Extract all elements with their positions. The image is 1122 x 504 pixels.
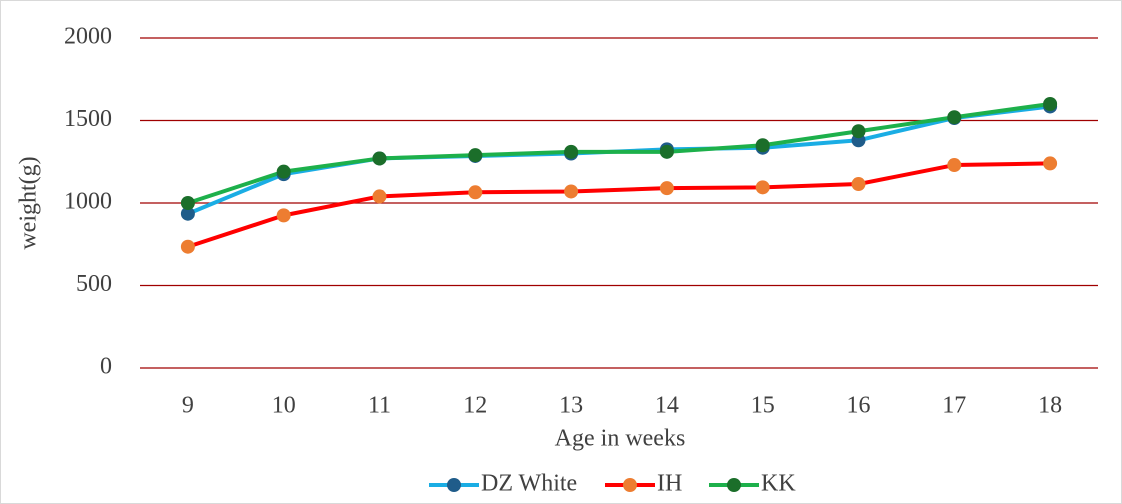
data-point — [755, 138, 770, 153]
x-tick-label: 14 — [655, 393, 679, 419]
data-point — [1043, 97, 1058, 111]
y-tick-label: 2000 — [64, 24, 112, 50]
x-tick-label: 11 — [368, 393, 391, 419]
x-tick-label: 16 — [847, 393, 871, 419]
x-tick-label: 13 — [559, 393, 583, 419]
data-point — [659, 181, 674, 196]
x-tick-label: 17 — [942, 393, 966, 419]
legend-marker — [623, 478, 637, 492]
data-point — [180, 239, 195, 254]
y-tick-label: 0 — [100, 354, 112, 380]
data-point — [564, 144, 579, 159]
data-point — [851, 124, 866, 139]
data-point — [276, 164, 291, 179]
legend-label: KK — [761, 471, 796, 497]
data-point — [180, 196, 195, 210]
data-point — [564, 184, 579, 199]
y-tick-label: 500 — [76, 271, 112, 297]
data-point — [372, 189, 387, 204]
x-tick-label: 12 — [463, 393, 487, 419]
x-tick-label: 18 — [1038, 393, 1062, 419]
data-point — [659, 144, 674, 159]
data-point — [276, 208, 291, 223]
y-tick-label: 1500 — [64, 106, 112, 132]
data-point — [468, 148, 483, 163]
data-point — [851, 177, 866, 192]
y-axis-title: weight(g) — [16, 156, 42, 249]
data-point — [468, 185, 483, 200]
x-axis-title: Age in weeks — [555, 426, 686, 452]
data-point — [947, 158, 962, 173]
legend-label: DZ White — [481, 471, 577, 497]
legend-marker — [447, 478, 461, 492]
series-line — [187, 161, 1051, 249]
x-tick-label: 15 — [751, 393, 775, 419]
data-point — [180, 206, 195, 221]
legend-marker — [727, 478, 741, 492]
x-tick-label: 10 — [272, 393, 296, 419]
data-point — [372, 151, 387, 166]
y-tick-label: 1000 — [64, 189, 112, 215]
series-line — [187, 102, 1051, 205]
data-point — [947, 110, 962, 125]
data-point — [1043, 156, 1058, 171]
data-point — [755, 180, 770, 195]
x-tick-label: 9 — [182, 393, 194, 419]
legend-label: IH — [657, 471, 682, 497]
